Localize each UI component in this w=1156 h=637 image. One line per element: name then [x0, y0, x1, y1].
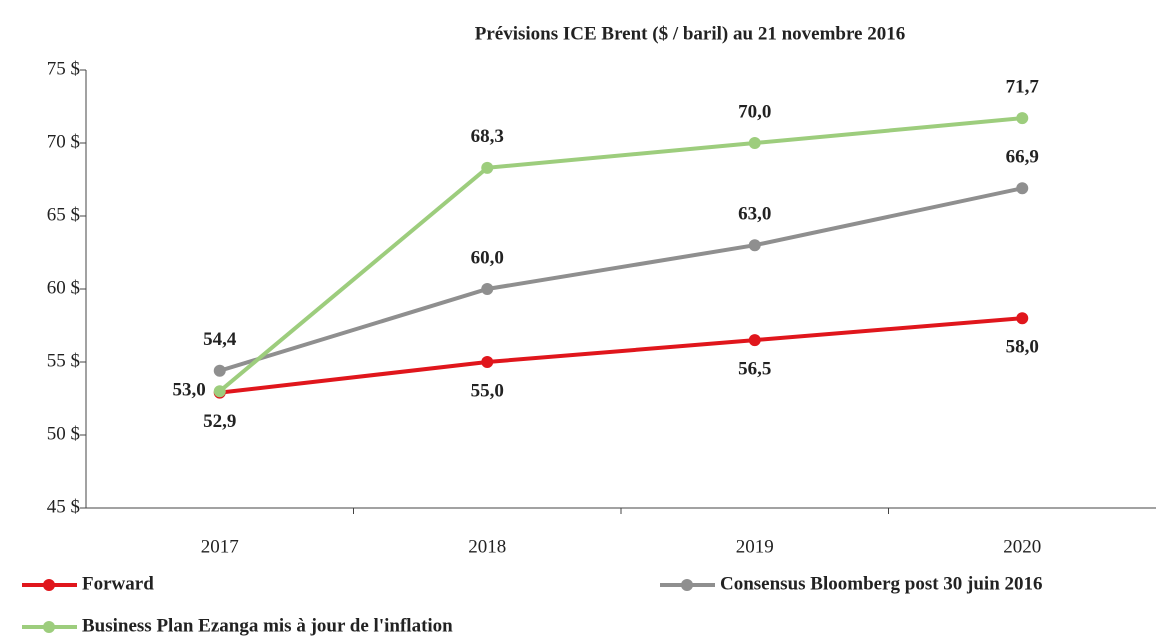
data-label: 55,0: [471, 380, 504, 401]
point: [748, 239, 761, 252]
point: [213, 385, 226, 398]
x-tick-label: 2020: [1003, 536, 1041, 557]
point: [481, 283, 494, 295]
point: [213, 364, 226, 377]
series-line: [219, 316, 1023, 395]
data-label: 52,9: [203, 411, 236, 432]
data-label: 71,7: [1006, 77, 1040, 98]
point: [481, 356, 494, 368]
y-tick-label: 55 $: [47, 350, 80, 371]
x-tick-label: 2017: [201, 536, 239, 557]
data-label: 66,9: [1006, 147, 1039, 168]
x-tick-label: 2019: [736, 536, 774, 557]
series-line: [218, 116, 1023, 393]
chart-title: Prévisions ICE Brent ($ / baril) au 21 n…: [475, 23, 906, 44]
legend-marker: [681, 579, 693, 591]
legend-marker: [43, 621, 55, 633]
x-tick-label: 2018: [468, 536, 506, 557]
data-label: 63,0: [738, 204, 771, 225]
y-tick-label: 65 $: [47, 204, 80, 225]
legend-label: Business Plan Ezanga mis à jour de l'inf…: [82, 615, 453, 636]
data-label: 60,0: [471, 247, 504, 268]
data-label: 68,3: [471, 126, 504, 147]
point: [1016, 312, 1029, 325]
y-tick-label: 45 $: [47, 496, 80, 517]
point: [748, 137, 761, 149]
data-label: 53,0: [173, 380, 206, 401]
data-label: 56,5: [738, 358, 771, 379]
data-label: 54,4: [203, 329, 237, 350]
data-label: 58,0: [1006, 337, 1039, 358]
y-tick-label: 70 $: [47, 131, 80, 152]
y-tick-label: 60 $: [47, 277, 80, 298]
y-tick-label: 50 $: [47, 423, 80, 444]
series-line: [219, 186, 1023, 373]
point: [481, 161, 494, 174]
y-tick-label: 75 $: [47, 58, 80, 79]
point: [1016, 182, 1029, 195]
point: [1016, 112, 1029, 125]
legend-label: Forward: [82, 573, 154, 594]
point: [748, 334, 761, 347]
legend-marker: [43, 579, 55, 591]
legend-label: Consensus Bloomberg post 30 juin 2016: [720, 573, 1043, 594]
data-label: 70,0: [738, 101, 771, 122]
